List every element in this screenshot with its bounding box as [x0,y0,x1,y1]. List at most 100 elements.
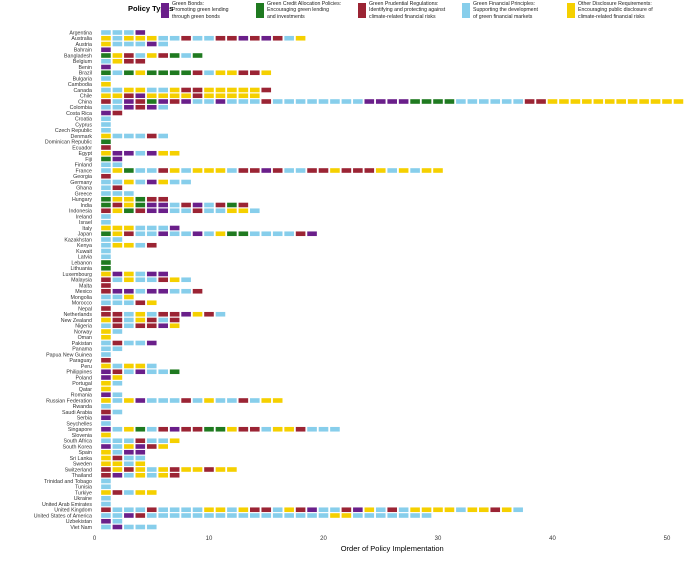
policy-cell [146,444,157,449]
policy-cell [124,490,134,495]
policy-cell [101,288,111,294]
policy-cell [272,168,283,173]
policy-cell [112,35,123,41]
policy-cell [181,398,191,403]
policy-cell [307,507,317,513]
country-label: Norway [74,329,92,335]
policy-cell [124,87,134,93]
policy-cell [124,35,134,41]
policy-cell [101,513,111,518]
policy-cell [135,41,146,47]
policy-cell [238,231,249,237]
policy-cell [158,398,168,403]
policy-cell [215,87,226,93]
policy-cell [146,133,157,139]
policy-cell [215,311,226,317]
policy-cell [295,426,306,432]
policy-cell [158,369,168,375]
policy-cell [101,398,111,403]
policy-cell [135,30,146,35]
policy-cell [639,99,649,104]
policy-cell [169,99,180,104]
policy-cell [261,231,272,237]
policy-cell [135,444,146,449]
policy-cell [353,513,363,518]
policy-cell [169,323,180,329]
policy-cell [135,472,146,478]
x-tick-label: 40 [549,536,556,542]
policy-cell [318,168,329,173]
policy-cell [101,156,111,162]
policy-cell [124,513,134,518]
policy-cell [204,231,214,237]
policy-cell [112,392,123,398]
policy-cell [101,340,111,346]
policy-cell [215,467,226,472]
policy-cell [204,507,214,513]
policy-cell [101,283,111,288]
policy-cell [227,35,237,41]
country-label: Ireland [76,214,92,220]
policy-cell [124,277,134,283]
policy-cell [181,99,191,104]
policy-cell [158,513,168,518]
policy-cell [250,513,260,518]
policy-cell [364,168,375,173]
country-label: United Kingdom [54,508,92,514]
policy-cell [490,507,501,513]
country-label: Switzerland [65,467,92,473]
country-label: Croatia [75,117,92,123]
policy-cell [295,168,306,173]
policy-cell [444,507,455,513]
policy-cell [250,426,260,432]
policy-cell [330,513,340,518]
legend-item-green-credit: Green Credit Allocation Policies: Encoura… [256,1,370,25]
country-label: Germany [70,180,92,186]
country-label: Bangladesh [64,53,92,59]
x-tick-label: 0 [93,536,97,542]
policy-cell [101,58,111,64]
policy-cell [124,150,134,156]
policy-cell [501,99,512,104]
country-label: Chile [80,94,92,100]
policy-cell [250,93,260,99]
policy-cell [421,99,432,104]
policy-cell [513,507,523,513]
policy-cell [307,168,317,173]
policy-cell [124,70,134,76]
country-label: Luxembourg [63,272,92,278]
policy-cell [456,99,466,104]
legend-description: Promoting green lending through green bo… [172,7,229,20]
policy-cell [204,93,214,99]
policy-cell [101,317,111,323]
policy-cell [250,87,260,93]
policy-cell [101,352,111,357]
policy-cell [204,202,214,208]
country-label: Slovenia [72,433,92,439]
policy-cell [330,168,340,173]
policy-cell [112,490,123,495]
policy-cell [261,507,272,513]
policy-cell [112,375,123,380]
policy-cell [227,426,237,432]
policy-cell [479,99,489,104]
policy-cell [353,99,363,104]
policy-cell [101,81,111,87]
country-label: South Africa [63,439,92,445]
policy-cell [112,507,123,513]
legend-item-disclosure: Other Disclosure Requirements: Encouragin… [567,1,681,25]
policy-cell [433,168,443,173]
country-label: Costa Rica [66,111,92,117]
policy-cell [330,426,340,432]
policy-cell [421,168,432,173]
country-label: Japan [78,232,92,238]
policy-cell [124,507,134,513]
policy-cell [101,168,111,173]
policy-cell [135,93,146,99]
policy-cell [146,99,157,104]
policy-cell [318,99,329,104]
policy-cell [215,99,226,104]
legend-swatch-green-credit [256,3,264,18]
